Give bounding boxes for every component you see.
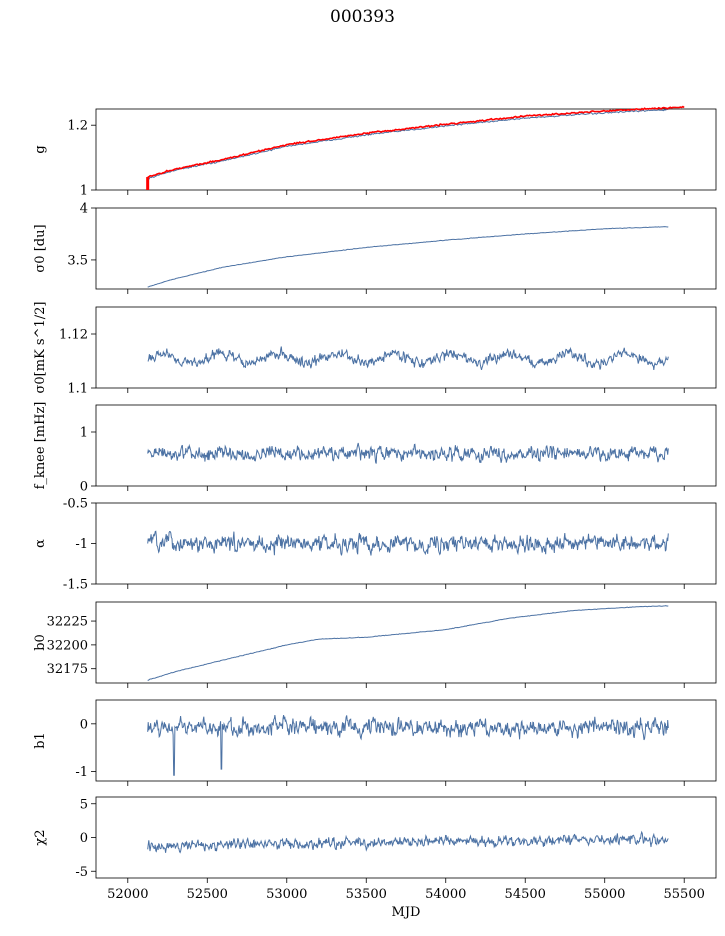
xtick-label: 53500 xyxy=(346,887,387,902)
xtick-label: 52000 xyxy=(107,887,148,902)
xtick-label: 54000 xyxy=(425,887,466,902)
panel-frame-b0 xyxy=(95,601,717,684)
ylabel-fknee: f_knee [mHz] xyxy=(33,402,48,490)
ylabel-g: g xyxy=(33,145,48,153)
ylabel-sigma0_du: σ0 [du] xyxy=(33,224,48,272)
panel-frame-g xyxy=(95,108,717,191)
xtick-label: 52500 xyxy=(187,887,228,902)
xaxis-label: MJD xyxy=(392,905,421,920)
ytick-label-fknee: 0 xyxy=(80,480,88,495)
ylabel-sigma0_mk: σ0[mK s^1/2] xyxy=(33,302,48,394)
series-line-b1-0 xyxy=(147,715,669,776)
series-line-g-1 xyxy=(147,105,685,179)
ytick-label-alpha: -1 xyxy=(75,537,88,552)
ytick-label-chi2: -5 xyxy=(75,865,88,880)
ytick-label-sigma0_du: 4 xyxy=(80,202,88,217)
series-line-chi2-0 xyxy=(147,830,669,854)
ytick-label-sigma0_mk: 1.12 xyxy=(59,328,88,343)
series-line-alpha-0 xyxy=(147,530,669,556)
ytick-label-fknee: 1 xyxy=(80,426,88,441)
series-line-b0-0 xyxy=(147,605,669,681)
ytick-label-alpha: -1.5 xyxy=(63,578,88,593)
ytick-label-b0: 32175 xyxy=(47,662,88,677)
panel-frame-sigma0_mk xyxy=(95,306,717,389)
series-line-fknee-0 xyxy=(147,442,669,464)
panel-frame-b1 xyxy=(95,699,717,782)
ytick-label-sigma0_mk: 1.1 xyxy=(67,382,88,397)
ytick-label-b0: 32225 xyxy=(47,615,88,630)
ytick-label-g: 1.2 xyxy=(67,119,88,134)
figure-title: 000393 xyxy=(330,7,395,27)
ytick-label-alpha: -0.5 xyxy=(63,497,88,512)
xtick-label: 53000 xyxy=(266,887,307,902)
ytick-label-g: 1 xyxy=(80,184,88,199)
series-line-g-0 xyxy=(147,108,669,181)
series-line-sigma0_mk-0 xyxy=(147,346,669,371)
ytick-label-sigma0_du: 3.5 xyxy=(67,253,88,268)
series-line-sigma0_du-0 xyxy=(147,226,669,288)
panel-frame-sigma0_du xyxy=(95,207,717,290)
ytick-label-chi2: 0 xyxy=(80,831,88,846)
panel-frame-fknee xyxy=(95,404,717,487)
ylabel-b1: b1 xyxy=(33,732,48,749)
ylabel-alpha: α xyxy=(33,539,48,548)
ytick-label-chi2: 5 xyxy=(80,797,88,812)
ytick-label-b0: 32200 xyxy=(47,638,88,653)
ylabel-b0: b0 xyxy=(33,634,48,651)
ytick-label-b1: 0 xyxy=(80,717,88,732)
ylabel-chi2: χ2 xyxy=(33,829,48,845)
xtick-label: 55000 xyxy=(584,887,625,902)
ytick-label-b1: -1 xyxy=(75,765,88,780)
xtick-label: 54500 xyxy=(505,887,546,902)
xtick-label: 55500 xyxy=(664,887,705,902)
